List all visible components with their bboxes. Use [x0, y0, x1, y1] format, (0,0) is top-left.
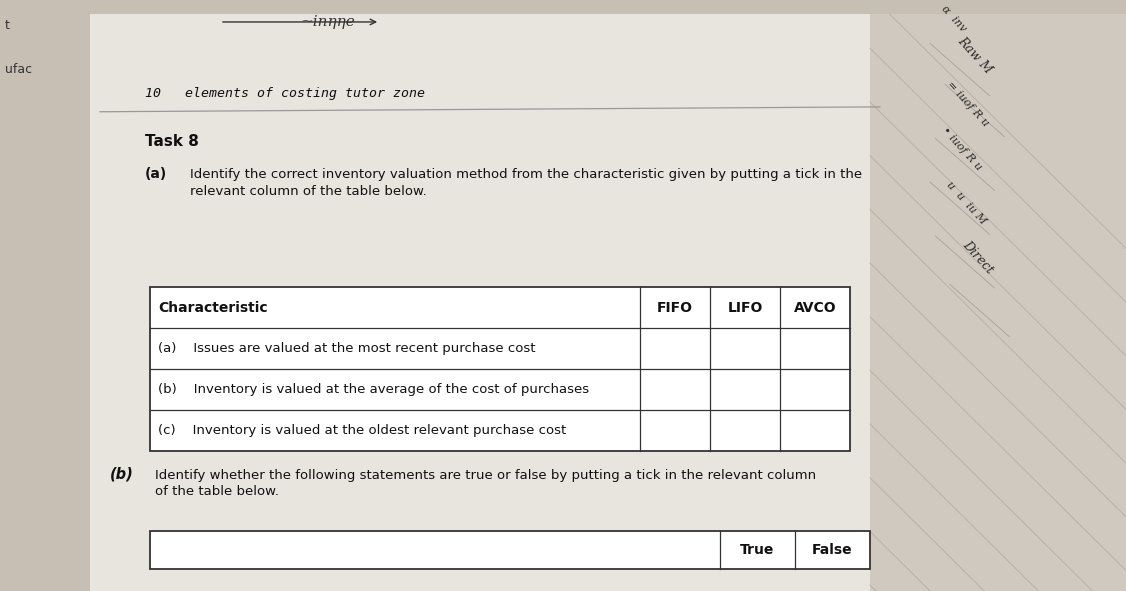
Bar — [150, 287, 850, 452]
Bar — [150, 531, 870, 569]
Text: ufac: ufac — [5, 63, 33, 76]
Text: True: True — [740, 543, 775, 557]
Text: (a): (a) — [145, 167, 168, 181]
Text: of the table below.: of the table below. — [155, 485, 279, 498]
Text: • iuof R u: • iuof R u — [940, 125, 984, 173]
Text: Identify whether the following statements are true or false by putting a tick in: Identify whether the following statement… — [155, 469, 816, 482]
Text: (c)    Inventory is valued at the oldest relevant purchase cost: (c) Inventory is valued at the oldest re… — [158, 424, 566, 437]
Text: Identify the correct inventory valuation method from the characteristic given by: Identify the correct inventory valuation… — [190, 168, 863, 181]
Text: relevant column of the table below.: relevant column of the table below. — [190, 185, 427, 198]
Text: u  u  iu M: u u iu M — [945, 179, 989, 226]
Bar — [90, 14, 960, 591]
Polygon shape — [870, 14, 1126, 591]
Text: Characteristic: Characteristic — [158, 301, 268, 315]
Text: (b): (b) — [110, 467, 134, 482]
Text: (a)    Issues are valued at the most recent purchase cost: (a) Issues are valued at the most recent… — [158, 342, 536, 355]
Text: LIFO: LIFO — [727, 301, 762, 315]
Text: (b)    Inventory is valued at the average of the cost of purchases: (b) Inventory is valued at the average o… — [158, 384, 589, 397]
Text: ~inηηe: ~inηηe — [300, 15, 355, 29]
Text: Raw M: Raw M — [955, 34, 994, 76]
Text: False: False — [812, 543, 852, 557]
Text: t: t — [5, 19, 10, 32]
Text: = iuof R u: = iuof R u — [945, 79, 991, 128]
Text: Direct: Direct — [960, 238, 997, 276]
Text: Task 8: Task 8 — [145, 134, 199, 149]
Text: 10   elements of costing tutor zone: 10 elements of costing tutor zone — [145, 87, 425, 100]
Text: FIFO: FIFO — [656, 301, 692, 315]
Text: α  inv: α inv — [940, 4, 968, 34]
Text: AVCO: AVCO — [794, 301, 837, 315]
